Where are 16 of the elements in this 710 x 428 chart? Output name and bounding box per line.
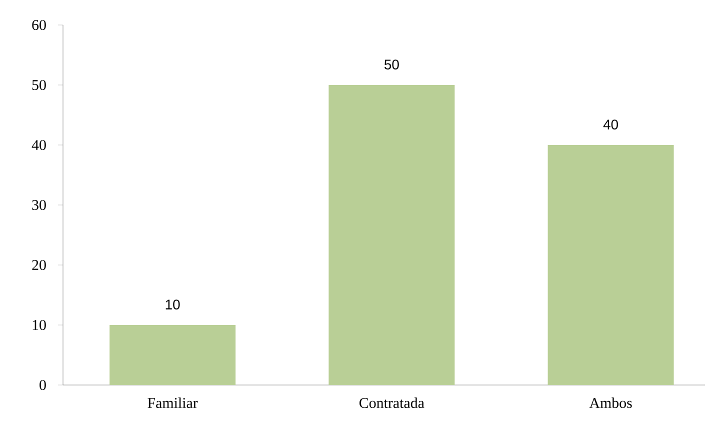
x-tick-label: Familiar [148, 398, 198, 408]
bar [328, 84, 455, 385]
y-tick-label: 0 [40, 380, 46, 390]
bar [110, 325, 236, 385]
y-tick-label: 20 [32, 260, 46, 270]
y-tick-label: 60 [32, 20, 46, 30]
y-tick-label: 50 [32, 80, 46, 90]
x-tick-label: Contratada [360, 398, 424, 408]
data-label: 40 [603, 120, 618, 130]
y-tick-label: 10 [32, 320, 46, 330]
data-label: 50 [384, 60, 399, 70]
y-tick-label: 30 [32, 200, 46, 210]
y-tick-label: 40 [32, 140, 46, 150]
data-label: 10 [166, 300, 180, 310]
x-tick-label: Ambos [589, 398, 632, 408]
bar [548, 144, 674, 385]
